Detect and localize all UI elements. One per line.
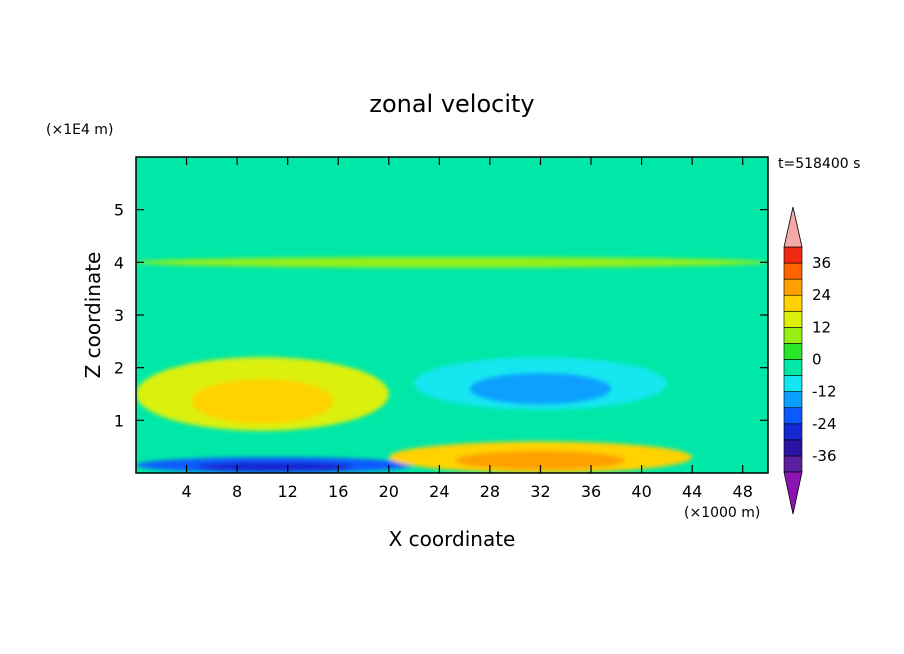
y-tick-label: 4 (114, 253, 124, 272)
colorbar-band (783, 375, 803, 392)
velocity-field (136, 157, 768, 473)
x-tick-label: 32 (530, 482, 550, 501)
y-tick-label: 1 (114, 411, 124, 430)
colorbar-band (783, 310, 803, 328)
field-feature-core (469, 372, 612, 405)
x-axis: 4 8 12 16 20 24 28 32 36 40 44 48 (181, 157, 753, 501)
colorbar-band (783, 343, 803, 360)
colorbar-band (783, 262, 803, 280)
x-tick-label: 40 (631, 482, 651, 501)
colorbar-tick-label: 36 (812, 254, 831, 272)
x-tick-label: 48 (733, 482, 753, 501)
x-tick-label: 4 (181, 482, 191, 501)
colorbar-over-arrow (783, 206, 803, 248)
x-tick-label: 44 (682, 482, 702, 501)
field-feature (136, 157, 768, 200)
x-tick-label: 36 (581, 482, 601, 501)
colorbar-band (783, 246, 803, 264)
y-tick-label: 3 (114, 306, 124, 325)
colorbar-band (783, 423, 803, 441)
time-label: t=518400 s (778, 156, 860, 172)
colorbar: 36 24 12 0 -12 -24 -36 (783, 206, 837, 515)
field-feature-core (455, 450, 626, 470)
colorbar-tick-label: -36 (812, 447, 837, 465)
x-tick-label: 8 (232, 482, 242, 501)
y-tick-label: 5 (114, 201, 124, 220)
y-axis: 1 2 3 4 5 (114, 201, 768, 430)
colorbar-under-arrow (783, 471, 803, 515)
colorbar-band (783, 455, 803, 473)
colorbar-tick-label: 24 (812, 286, 831, 304)
chart-title: zonal velocity (369, 90, 534, 118)
colorbar-band (783, 439, 803, 457)
colorbar-band (783, 359, 803, 376)
field-feature-core (197, 461, 353, 472)
x-tick-label: 24 (429, 482, 449, 501)
y-tick-label: 2 (114, 359, 124, 378)
y-axis-label: Z coordinate (81, 252, 105, 379)
colorbar-tick-label: 12 (812, 318, 831, 336)
colorbar-band (783, 278, 803, 296)
y-unit-label: (×1E4 m) (46, 122, 113, 138)
colorbar-tick-label: -24 (812, 415, 837, 433)
field-feature (136, 257, 768, 268)
field-feature-core (191, 379, 334, 424)
colorbar-band (783, 407, 803, 425)
colorbar-band (783, 294, 803, 312)
x-tick-label: 12 (278, 482, 298, 501)
x-tick-label: 28 (480, 482, 500, 501)
x-axis-label: X coordinate (389, 527, 516, 551)
colorbar-tick-label: 0 (812, 351, 822, 369)
colorbar-band (783, 327, 803, 344)
colorbar-tick-label: -12 (812, 383, 837, 401)
x-tick-label: 20 (379, 482, 399, 501)
x-tick-label: 16 (328, 482, 348, 501)
colorbar-band (783, 391, 803, 409)
x-unit-label: (×1000 m) (684, 505, 760, 521)
